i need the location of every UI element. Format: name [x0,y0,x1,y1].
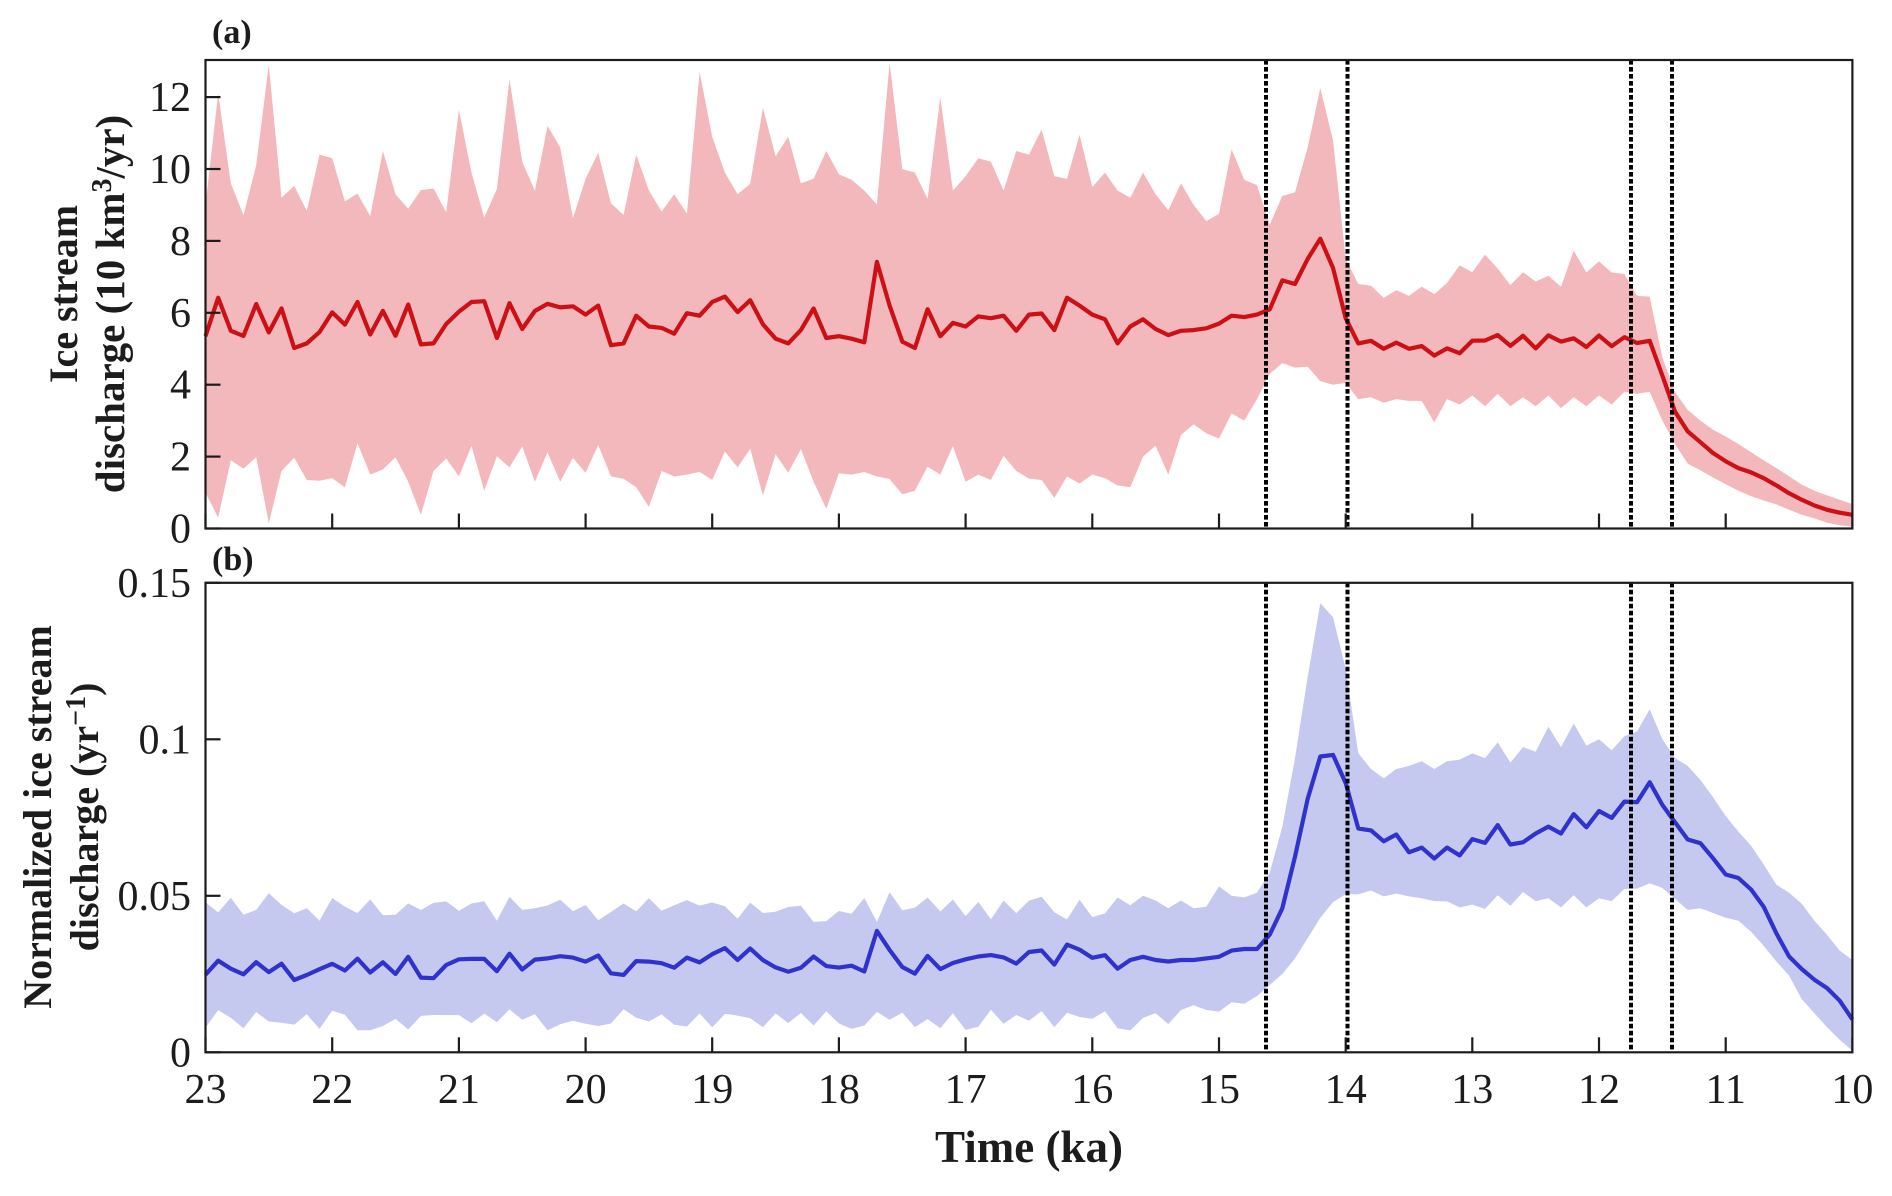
svg-text:12: 12 [1578,1067,1620,1113]
svg-text:0: 0 [170,507,191,553]
svg-text:Normalized ice stream: Normalized ice stream [15,625,60,1009]
svg-text:10: 10 [1831,1067,1873,1113]
svg-text:(b): (b) [212,541,254,578]
svg-text:4: 4 [170,363,191,409]
svg-text:13: 13 [1451,1067,1493,1113]
svg-text:16: 16 [1071,1067,1113,1113]
svg-text:22: 22 [311,1067,353,1113]
svg-text:2: 2 [170,435,191,481]
svg-text:19: 19 [691,1067,733,1113]
svg-text:17: 17 [945,1067,987,1113]
svg-text:21: 21 [438,1067,480,1113]
svg-text:12: 12 [149,75,191,121]
svg-text:8: 8 [170,219,191,265]
svg-text:11: 11 [1705,1067,1745,1113]
svg-text:0.15: 0.15 [118,561,192,607]
svg-text:20: 20 [565,1067,607,1113]
svg-text:23: 23 [185,1067,227,1113]
svg-text:discharge (10 km3/yr): discharge (10 km3/yr) [87,115,133,493]
svg-text:discharge (yr−1): discharge (yr−1) [61,683,107,952]
svg-text:6: 6 [170,291,191,337]
svg-text:0.1: 0.1 [139,717,192,763]
svg-text:(a): (a) [212,14,252,51]
svg-text:18: 18 [818,1067,860,1113]
svg-text:0.05: 0.05 [118,874,192,920]
svg-text:Time (ka): Time (ka) [935,1122,1123,1172]
svg-text:10: 10 [149,147,191,193]
svg-text:15: 15 [1198,1067,1240,1113]
svg-text:Ice stream: Ice stream [41,205,86,383]
svg-text:14: 14 [1325,1067,1367,1113]
svg-text:0: 0 [170,1030,191,1076]
